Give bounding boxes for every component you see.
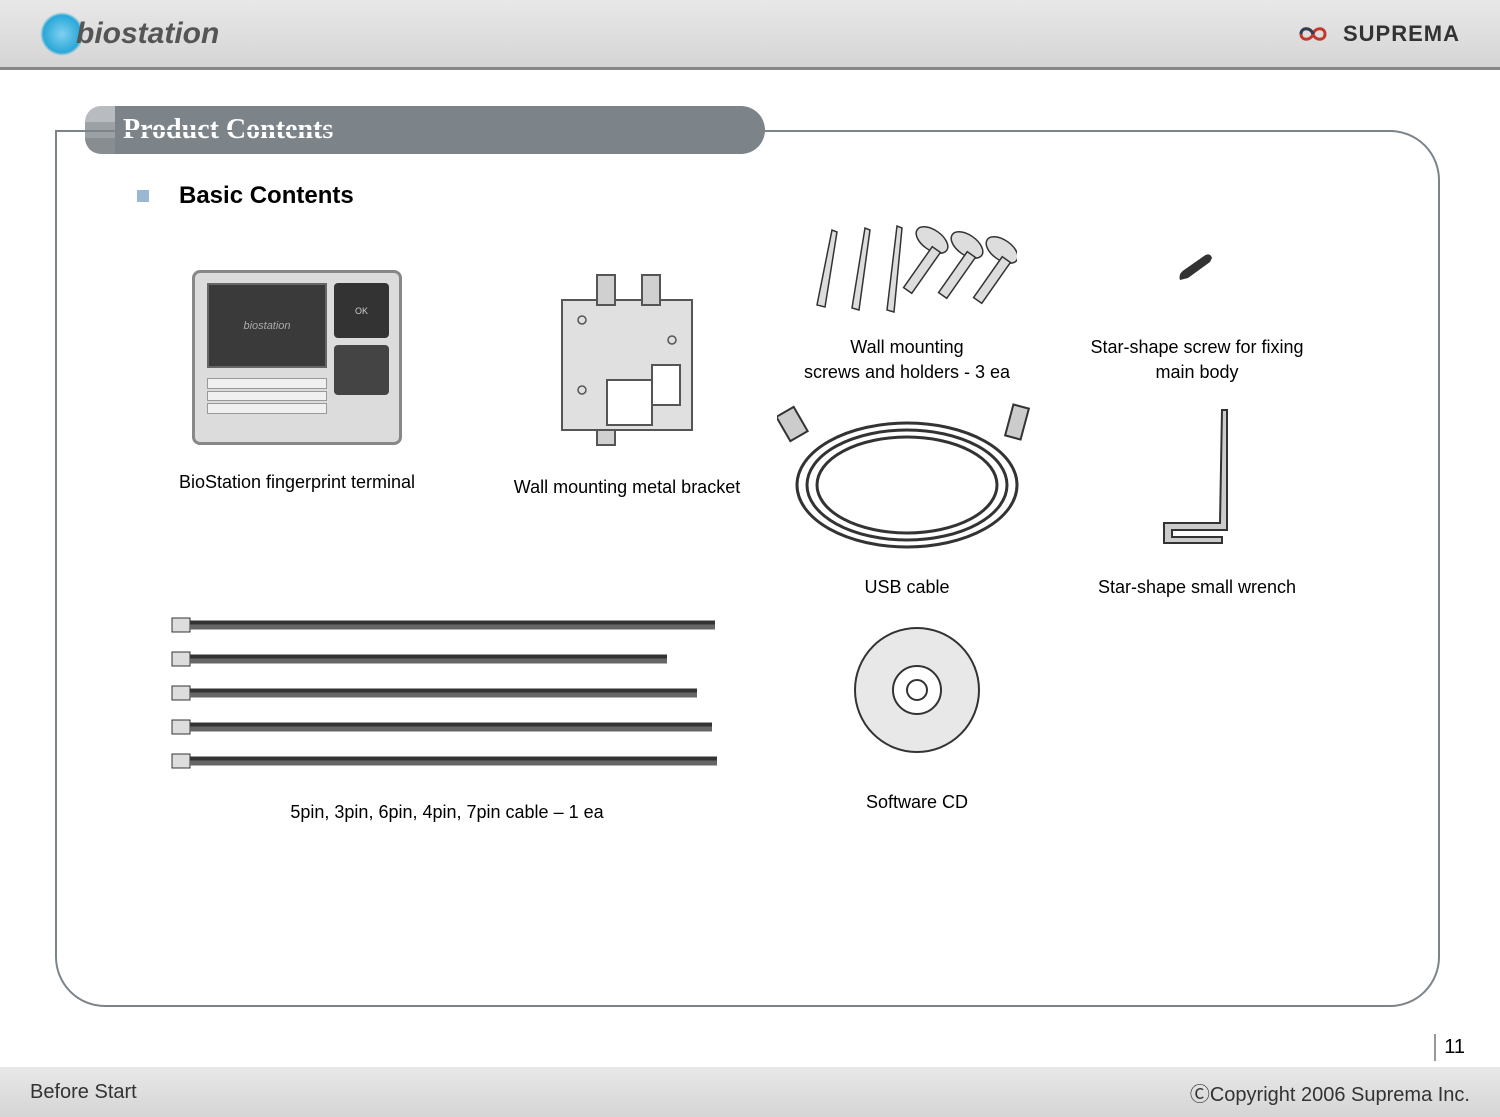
bracket-illustration: [487, 270, 767, 450]
wrench-caption: Star-shape small wrench: [1057, 575, 1337, 600]
cd-illustration: [807, 620, 1027, 760]
item-bracket: Wall mounting metal bracket: [487, 270, 767, 500]
usb-caption: USB cable: [767, 575, 1047, 600]
wrench-illustration: [1057, 400, 1337, 560]
item-screws: Wall mounting screws and holders - 3 ea: [767, 210, 1047, 385]
screws-illustration: [767, 210, 1047, 325]
item-terminal: biostation OK BioStation fingerprint ter…: [157, 270, 437, 495]
header-bar: biostation SUPREMA: [0, 0, 1500, 70]
infinity-icon: [1289, 21, 1337, 47]
footer-bar: Before Start ⒸCopyright 2006 Suprema Inc…: [0, 1067, 1500, 1117]
page-number: 11: [1444, 1036, 1465, 1059]
item-wrench: Star-shape small wrench: [1057, 400, 1337, 600]
star-screw-caption: Star-shape screw for fixing main body: [1057, 335, 1337, 385]
footer-left: Before Start: [30, 1081, 137, 1104]
star-screw-illustration: [1057, 210, 1337, 325]
item-star-screw: Star-shape screw for fixing main body: [1057, 210, 1337, 385]
terminal-caption: BioStation fingerprint terminal: [157, 470, 437, 495]
contents-grid: biostation OK BioStation fingerprint ter…: [127, 230, 1388, 880]
bracket-caption: Wall mounting metal bracket: [487, 475, 767, 500]
screws-caption: Wall mounting screws and holders - 3 ea: [767, 335, 1047, 385]
cables-caption: 5pin, 3pin, 6pin, 4pin, 7pin cable – 1 e…: [157, 800, 737, 825]
usb-illustration: [767, 400, 1047, 560]
bullet-icon: [137, 190, 149, 202]
logo-biostation-text: biostation: [76, 17, 219, 51]
subheading: Basic Contents: [137, 182, 1388, 210]
terminal-illustration: biostation OK: [157, 270, 437, 445]
logo-biostation: biostation: [40, 12, 219, 56]
item-cd: Software CD: [807, 620, 1027, 815]
cables-illustration: [157, 610, 737, 780]
logo-suprema: SUPREMA: [1289, 21, 1460, 47]
item-usb: USB cable: [767, 400, 1047, 600]
cd-caption: Software CD: [807, 790, 1027, 815]
content-panel: Basic Contents biostation OK BioStation …: [55, 130, 1440, 1007]
logo-suprema-text: SUPREMA: [1343, 21, 1460, 47]
item-cables: 5pin, 3pin, 6pin, 4pin, 7pin cable – 1 e…: [157, 610, 737, 825]
footer-right: ⒸCopyright 2006 Suprema Inc.: [1190, 1078, 1470, 1107]
subheading-text: Basic Contents: [179, 182, 354, 210]
